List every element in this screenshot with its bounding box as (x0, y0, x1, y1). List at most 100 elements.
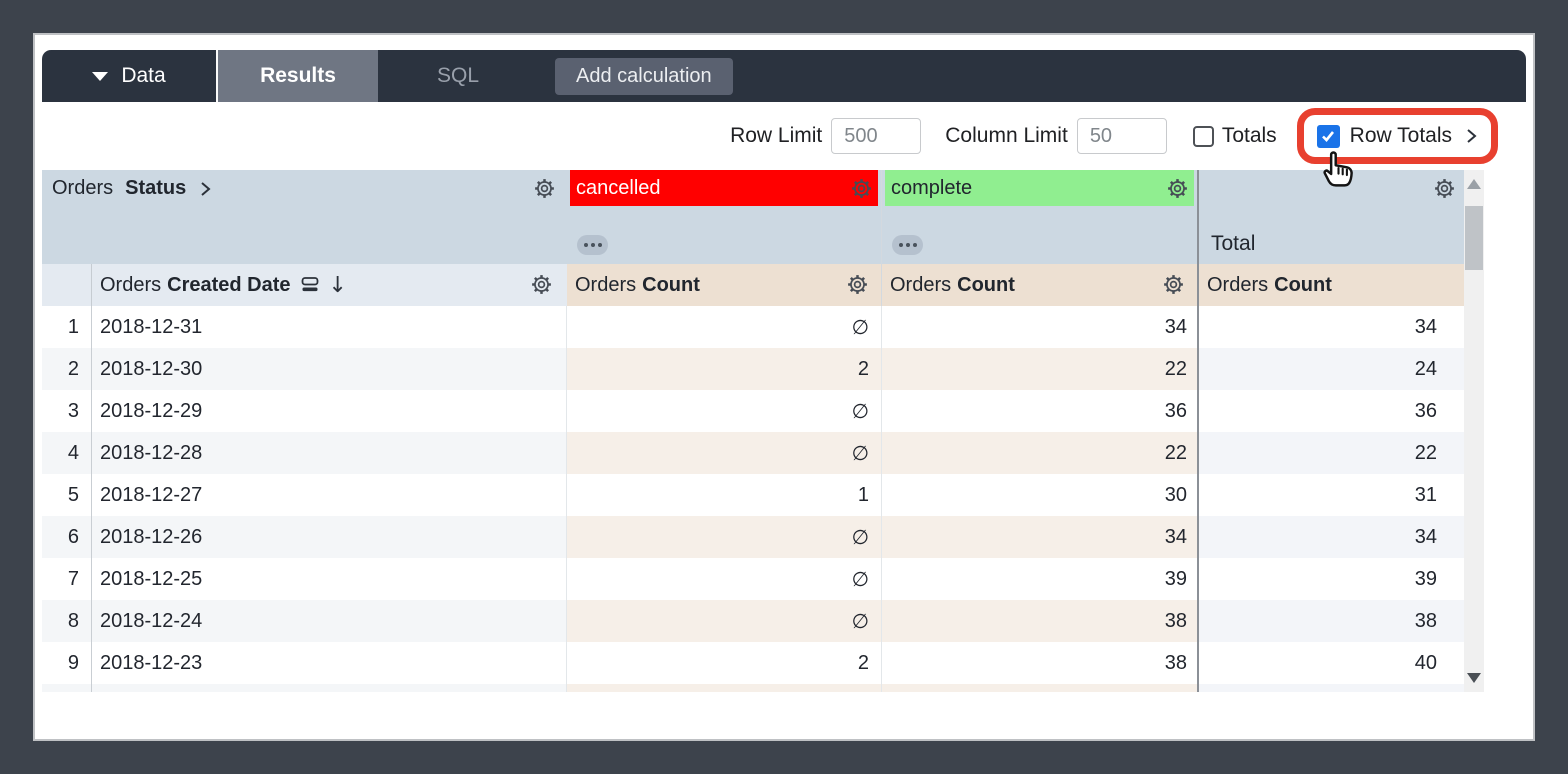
complete-count-cell[interactable]: 39 (882, 558, 1199, 600)
cancelled-count-cell[interactable]: 2 (567, 642, 882, 684)
row-index-cell: 7 (42, 558, 92, 600)
total-label: Total (1211, 232, 1256, 255)
date-cell[interactable]: 2018-12-24 (92, 600, 567, 642)
row-total-cell[interactable]: 31 (1199, 474, 1464, 516)
row-index-cell: 5 (42, 474, 92, 516)
date-header-prefix: Orders (100, 273, 162, 296)
cancelled-count-cell[interactable]: ∅ (567, 684, 882, 692)
date-cell[interactable]: 2018-12-26 (92, 516, 567, 558)
row-total-cell[interactable]: 40 (1199, 642, 1464, 684)
pivot-value-cell-cancelled[interactable]: cancelled (567, 170, 882, 206)
pivot-dimension-header-orders-status[interactable]: Orders Status (42, 170, 567, 264)
complete-count-cell[interactable]: 38 (882, 642, 1199, 684)
row-total-cell[interactable]: 38 (1199, 600, 1464, 642)
date-header-field: Created Date (167, 273, 291, 296)
measure-header-total-count[interactable]: Orders Count (1199, 264, 1464, 306)
row-total-cell[interactable]: 39 (1199, 558, 1464, 600)
date-cell[interactable]: 2018-12-27 (92, 474, 567, 516)
row-total-cell[interactable]: 22 (1199, 432, 1464, 474)
complete-count-cell[interactable]: 38 (882, 684, 1199, 692)
group-rows-icon (301, 277, 318, 292)
measure-header-field: Count (642, 273, 700, 296)
pivot-value-cell-complete[interactable]: complete (882, 170, 1199, 206)
query-controls-bar: Row Limit Column Limit Totals Row Totals (35, 102, 1533, 187)
caret-down-icon (92, 71, 109, 81)
complete-count-cell[interactable]: 36 (882, 390, 1199, 432)
complete-count-cell[interactable]: 22 (882, 432, 1199, 474)
scrollbar-thumb[interactable] (1465, 206, 1483, 270)
row-total-cell[interactable]: 38 (1199, 684, 1464, 692)
gear-icon[interactable] (1166, 177, 1189, 200)
tab-sql[interactable]: SQL (378, 50, 538, 102)
date-cell[interactable]: 2018-12-29 (92, 390, 567, 432)
vertical-scrollbar[interactable] (1464, 170, 1484, 692)
date-cell[interactable]: 2018-12-28 (92, 432, 567, 474)
data-section-label: Data (121, 64, 166, 87)
gear-icon[interactable] (846, 273, 869, 296)
row-limit-input[interactable] (831, 118, 922, 154)
pivot-subtotal-cell-complete (882, 206, 1199, 264)
status-header-field: Status (125, 177, 187, 199)
table-row: 2 2018-12-30 2 22 24 (42, 348, 1484, 390)
nav-divider (216, 50, 218, 102)
scroll-up-arrow-icon[interactable] (1467, 179, 1481, 189)
date-cell[interactable]: 2018-12-30 (92, 348, 567, 390)
totals-label: Totals (1221, 124, 1277, 147)
top-navbar: Data Results SQL Add calculation (42, 50, 1526, 102)
tab-results[interactable]: Results (218, 50, 378, 102)
row-index-cell: 4 (42, 432, 92, 474)
gear-icon[interactable] (530, 273, 553, 296)
cancelled-count-cell[interactable]: 1 (567, 474, 882, 516)
date-cell[interactable]: 2018-12-23 (92, 642, 567, 684)
row-index-cell: 9 (42, 642, 92, 684)
row-totals-label: Row Totals (1349, 124, 1452, 147)
row-total-cell[interactable]: 34 (1199, 516, 1464, 558)
measure-header-prefix: Orders (1207, 273, 1269, 296)
measure-header-cancelled-count[interactable]: Orders Count (567, 264, 882, 306)
ellipsis-menu-icon[interactable] (577, 235, 608, 255)
gear-icon[interactable] (1162, 273, 1185, 296)
complete-count-cell[interactable]: 38 (882, 600, 1199, 642)
row-total-cell[interactable]: 34 (1199, 306, 1464, 348)
gear-icon[interactable] (1433, 177, 1456, 200)
measure-header-prefix: Orders (575, 273, 637, 296)
column-limit-input[interactable] (1076, 118, 1167, 154)
date-cell[interactable]: 2018-12-25 (92, 558, 567, 600)
complete-count-cell[interactable]: 22 (882, 348, 1199, 390)
measure-header-field: Count (1274, 273, 1332, 296)
ellipsis-menu-icon[interactable] (892, 235, 923, 255)
complete-count-cell[interactable]: 30 (882, 474, 1199, 516)
cancelled-count-cell[interactable]: ∅ (567, 516, 882, 558)
row-total-cell[interactable]: 36 (1199, 390, 1464, 432)
cancelled-count-cell[interactable]: 2 (567, 348, 882, 390)
scroll-down-arrow-icon[interactable] (1467, 673, 1481, 683)
pivot-complete-label: complete (891, 176, 973, 199)
date-cell[interactable]: 2018-12-31 (92, 306, 567, 348)
cancelled-count-cell[interactable]: ∅ (567, 390, 882, 432)
table-row: 8 2018-12-24 ∅ 38 38 (42, 600, 1484, 642)
data-section-toggle[interactable]: Data (42, 50, 216, 102)
table-row: 9 2018-12-23 2 38 40 (42, 642, 1484, 684)
chevron-right-icon (198, 181, 212, 197)
pivot-subtotal-cell-cancelled (567, 206, 882, 264)
cancelled-count-cell[interactable]: ∅ (567, 432, 882, 474)
complete-count-cell[interactable]: 34 (882, 306, 1199, 348)
sort-desc-icon: ↓ (328, 272, 347, 298)
add-calculation-label: Add calculation (576, 65, 712, 87)
row-totals-checkbox[interactable] (1316, 124, 1340, 148)
cancelled-count-cell[interactable]: ∅ (567, 558, 882, 600)
gear-icon[interactable] (850, 177, 873, 200)
table-body: 1 2018-12-31 ∅ 34 34 2 2018-12-30 2 22 2… (42, 306, 1484, 692)
cancelled-count-cell[interactable]: ∅ (567, 600, 882, 642)
measure-header-field: Count (957, 273, 1015, 296)
gear-icon[interactable] (533, 177, 556, 200)
row-total-cell[interactable]: 24 (1199, 348, 1464, 390)
complete-count-cell[interactable]: 34 (882, 516, 1199, 558)
orders-created-date-header[interactable]: Orders Created Date ↓ (92, 264, 567, 306)
totals-checkbox[interactable] (1192, 125, 1214, 147)
row-index-cell: 6 (42, 516, 92, 558)
cancelled-count-cell[interactable]: ∅ (567, 306, 882, 348)
measure-header-complete-count[interactable]: Orders Count (882, 264, 1199, 306)
add-calculation-button[interactable]: Add calculation (555, 58, 733, 95)
date-cell[interactable]: 2018-12-22 (92, 684, 567, 692)
